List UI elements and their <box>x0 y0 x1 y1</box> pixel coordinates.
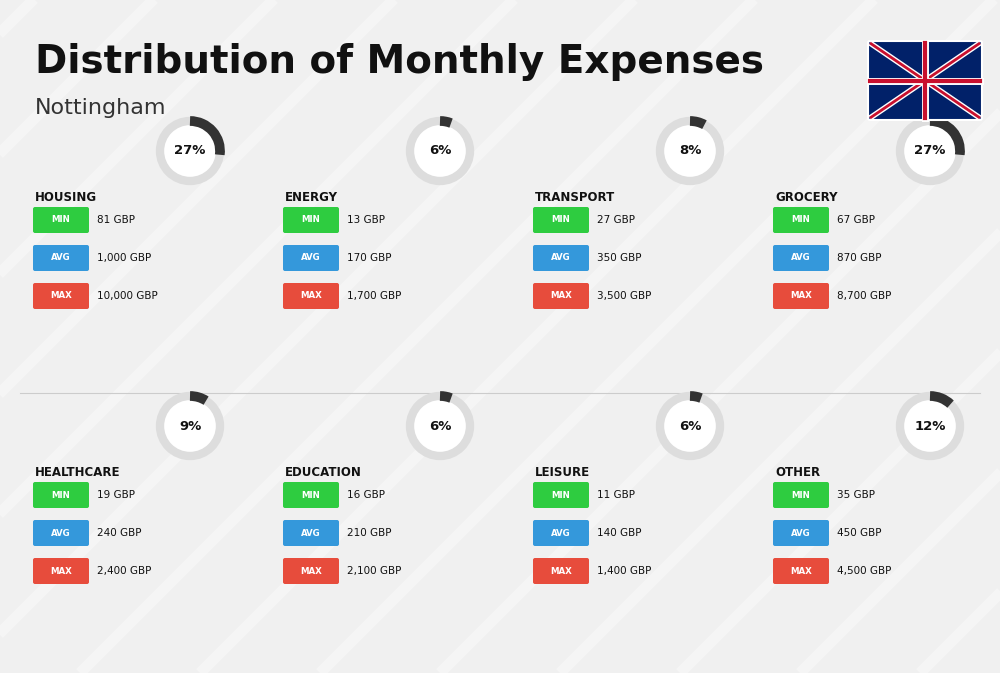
Text: AVG: AVG <box>301 528 321 538</box>
Text: MAX: MAX <box>50 567 72 575</box>
Text: EDUCATION: EDUCATION <box>285 466 362 479</box>
Text: ENERGY: ENERGY <box>285 191 338 204</box>
Text: MAX: MAX <box>790 291 812 301</box>
Text: 27%: 27% <box>174 145 206 157</box>
FancyBboxPatch shape <box>283 207 339 233</box>
FancyBboxPatch shape <box>533 482 589 508</box>
Text: 11 GBP: 11 GBP <box>597 490 635 500</box>
Circle shape <box>160 121 220 181</box>
Text: 1,000 GBP: 1,000 GBP <box>97 253 151 263</box>
Text: 450 GBP: 450 GBP <box>837 528 882 538</box>
Text: AVG: AVG <box>551 254 571 262</box>
Text: MIN: MIN <box>552 491 570 499</box>
Text: 8%: 8% <box>679 145 701 157</box>
Text: 140 GBP: 140 GBP <box>597 528 642 538</box>
Text: MAX: MAX <box>790 567 812 575</box>
FancyBboxPatch shape <box>33 283 89 309</box>
Text: 8,700 GBP: 8,700 GBP <box>837 291 891 301</box>
Text: 4,500 GBP: 4,500 GBP <box>837 566 891 576</box>
FancyBboxPatch shape <box>33 207 89 233</box>
Text: MIN: MIN <box>52 491 70 499</box>
Text: 2,100 GBP: 2,100 GBP <box>347 566 401 576</box>
FancyBboxPatch shape <box>773 520 829 546</box>
Text: 9%: 9% <box>179 419 201 433</box>
Text: MAX: MAX <box>50 291 72 301</box>
FancyBboxPatch shape <box>33 482 89 508</box>
FancyBboxPatch shape <box>283 558 339 584</box>
FancyBboxPatch shape <box>533 520 589 546</box>
Circle shape <box>900 396 960 456</box>
Text: 6%: 6% <box>429 145 451 157</box>
Text: 19 GBP: 19 GBP <box>97 490 135 500</box>
Text: 81 GBP: 81 GBP <box>97 215 135 225</box>
Text: 870 GBP: 870 GBP <box>837 253 882 263</box>
Circle shape <box>160 396 220 456</box>
Circle shape <box>900 121 960 181</box>
Text: AVG: AVG <box>301 254 321 262</box>
FancyBboxPatch shape <box>533 207 589 233</box>
Text: MIN: MIN <box>552 215 570 225</box>
FancyBboxPatch shape <box>533 245 589 271</box>
Text: OTHER: OTHER <box>775 466 820 479</box>
Text: 210 GBP: 210 GBP <box>347 528 392 538</box>
Text: 1,400 GBP: 1,400 GBP <box>597 566 651 576</box>
Text: 16 GBP: 16 GBP <box>347 490 385 500</box>
Text: 27%: 27% <box>914 145 946 157</box>
Text: Nottingham: Nottingham <box>35 98 166 118</box>
Text: MAX: MAX <box>550 291 572 301</box>
Text: 1,700 GBP: 1,700 GBP <box>347 291 401 301</box>
Text: MAX: MAX <box>300 567 322 575</box>
FancyBboxPatch shape <box>773 558 829 584</box>
Text: AVG: AVG <box>791 254 811 262</box>
Text: 27 GBP: 27 GBP <box>597 215 635 225</box>
Text: HEALTHCARE: HEALTHCARE <box>35 466 120 479</box>
Text: AVG: AVG <box>51 254 71 262</box>
Text: 170 GBP: 170 GBP <box>347 253 392 263</box>
Text: 10,000 GBP: 10,000 GBP <box>97 291 158 301</box>
FancyBboxPatch shape <box>533 283 589 309</box>
Text: MIN: MIN <box>302 215 320 225</box>
Text: MIN: MIN <box>302 491 320 499</box>
Text: AVG: AVG <box>551 528 571 538</box>
FancyBboxPatch shape <box>283 283 339 309</box>
Circle shape <box>410 121 470 181</box>
FancyBboxPatch shape <box>773 482 829 508</box>
Text: 350 GBP: 350 GBP <box>597 253 642 263</box>
FancyBboxPatch shape <box>868 41 982 120</box>
Text: AVG: AVG <box>51 528 71 538</box>
Text: LEISURE: LEISURE <box>535 466 590 479</box>
Circle shape <box>410 396 470 456</box>
Text: HOUSING: HOUSING <box>35 191 97 204</box>
Text: TRANSPORT: TRANSPORT <box>535 191 615 204</box>
Text: 3,500 GBP: 3,500 GBP <box>597 291 651 301</box>
Text: GROCERY: GROCERY <box>775 191 838 204</box>
FancyBboxPatch shape <box>33 245 89 271</box>
Text: MIN: MIN <box>52 215 70 225</box>
Text: MIN: MIN <box>792 491 810 499</box>
Text: Distribution of Monthly Expenses: Distribution of Monthly Expenses <box>35 43 764 81</box>
Text: 12%: 12% <box>914 419 946 433</box>
Circle shape <box>660 121 720 181</box>
FancyBboxPatch shape <box>33 520 89 546</box>
Text: AVG: AVG <box>791 528 811 538</box>
FancyBboxPatch shape <box>773 283 829 309</box>
Text: MAX: MAX <box>300 291 322 301</box>
Text: 6%: 6% <box>429 419 451 433</box>
Text: 6%: 6% <box>679 419 701 433</box>
Text: 240 GBP: 240 GBP <box>97 528 142 538</box>
FancyBboxPatch shape <box>33 558 89 584</box>
Text: 13 GBP: 13 GBP <box>347 215 385 225</box>
Text: MAX: MAX <box>550 567 572 575</box>
FancyBboxPatch shape <box>283 482 339 508</box>
FancyBboxPatch shape <box>283 245 339 271</box>
Text: 67 GBP: 67 GBP <box>837 215 875 225</box>
FancyBboxPatch shape <box>773 245 829 271</box>
Text: 2,400 GBP: 2,400 GBP <box>97 566 151 576</box>
FancyBboxPatch shape <box>533 558 589 584</box>
FancyBboxPatch shape <box>773 207 829 233</box>
FancyBboxPatch shape <box>283 520 339 546</box>
Text: MIN: MIN <box>792 215 810 225</box>
Text: 35 GBP: 35 GBP <box>837 490 875 500</box>
Circle shape <box>660 396 720 456</box>
